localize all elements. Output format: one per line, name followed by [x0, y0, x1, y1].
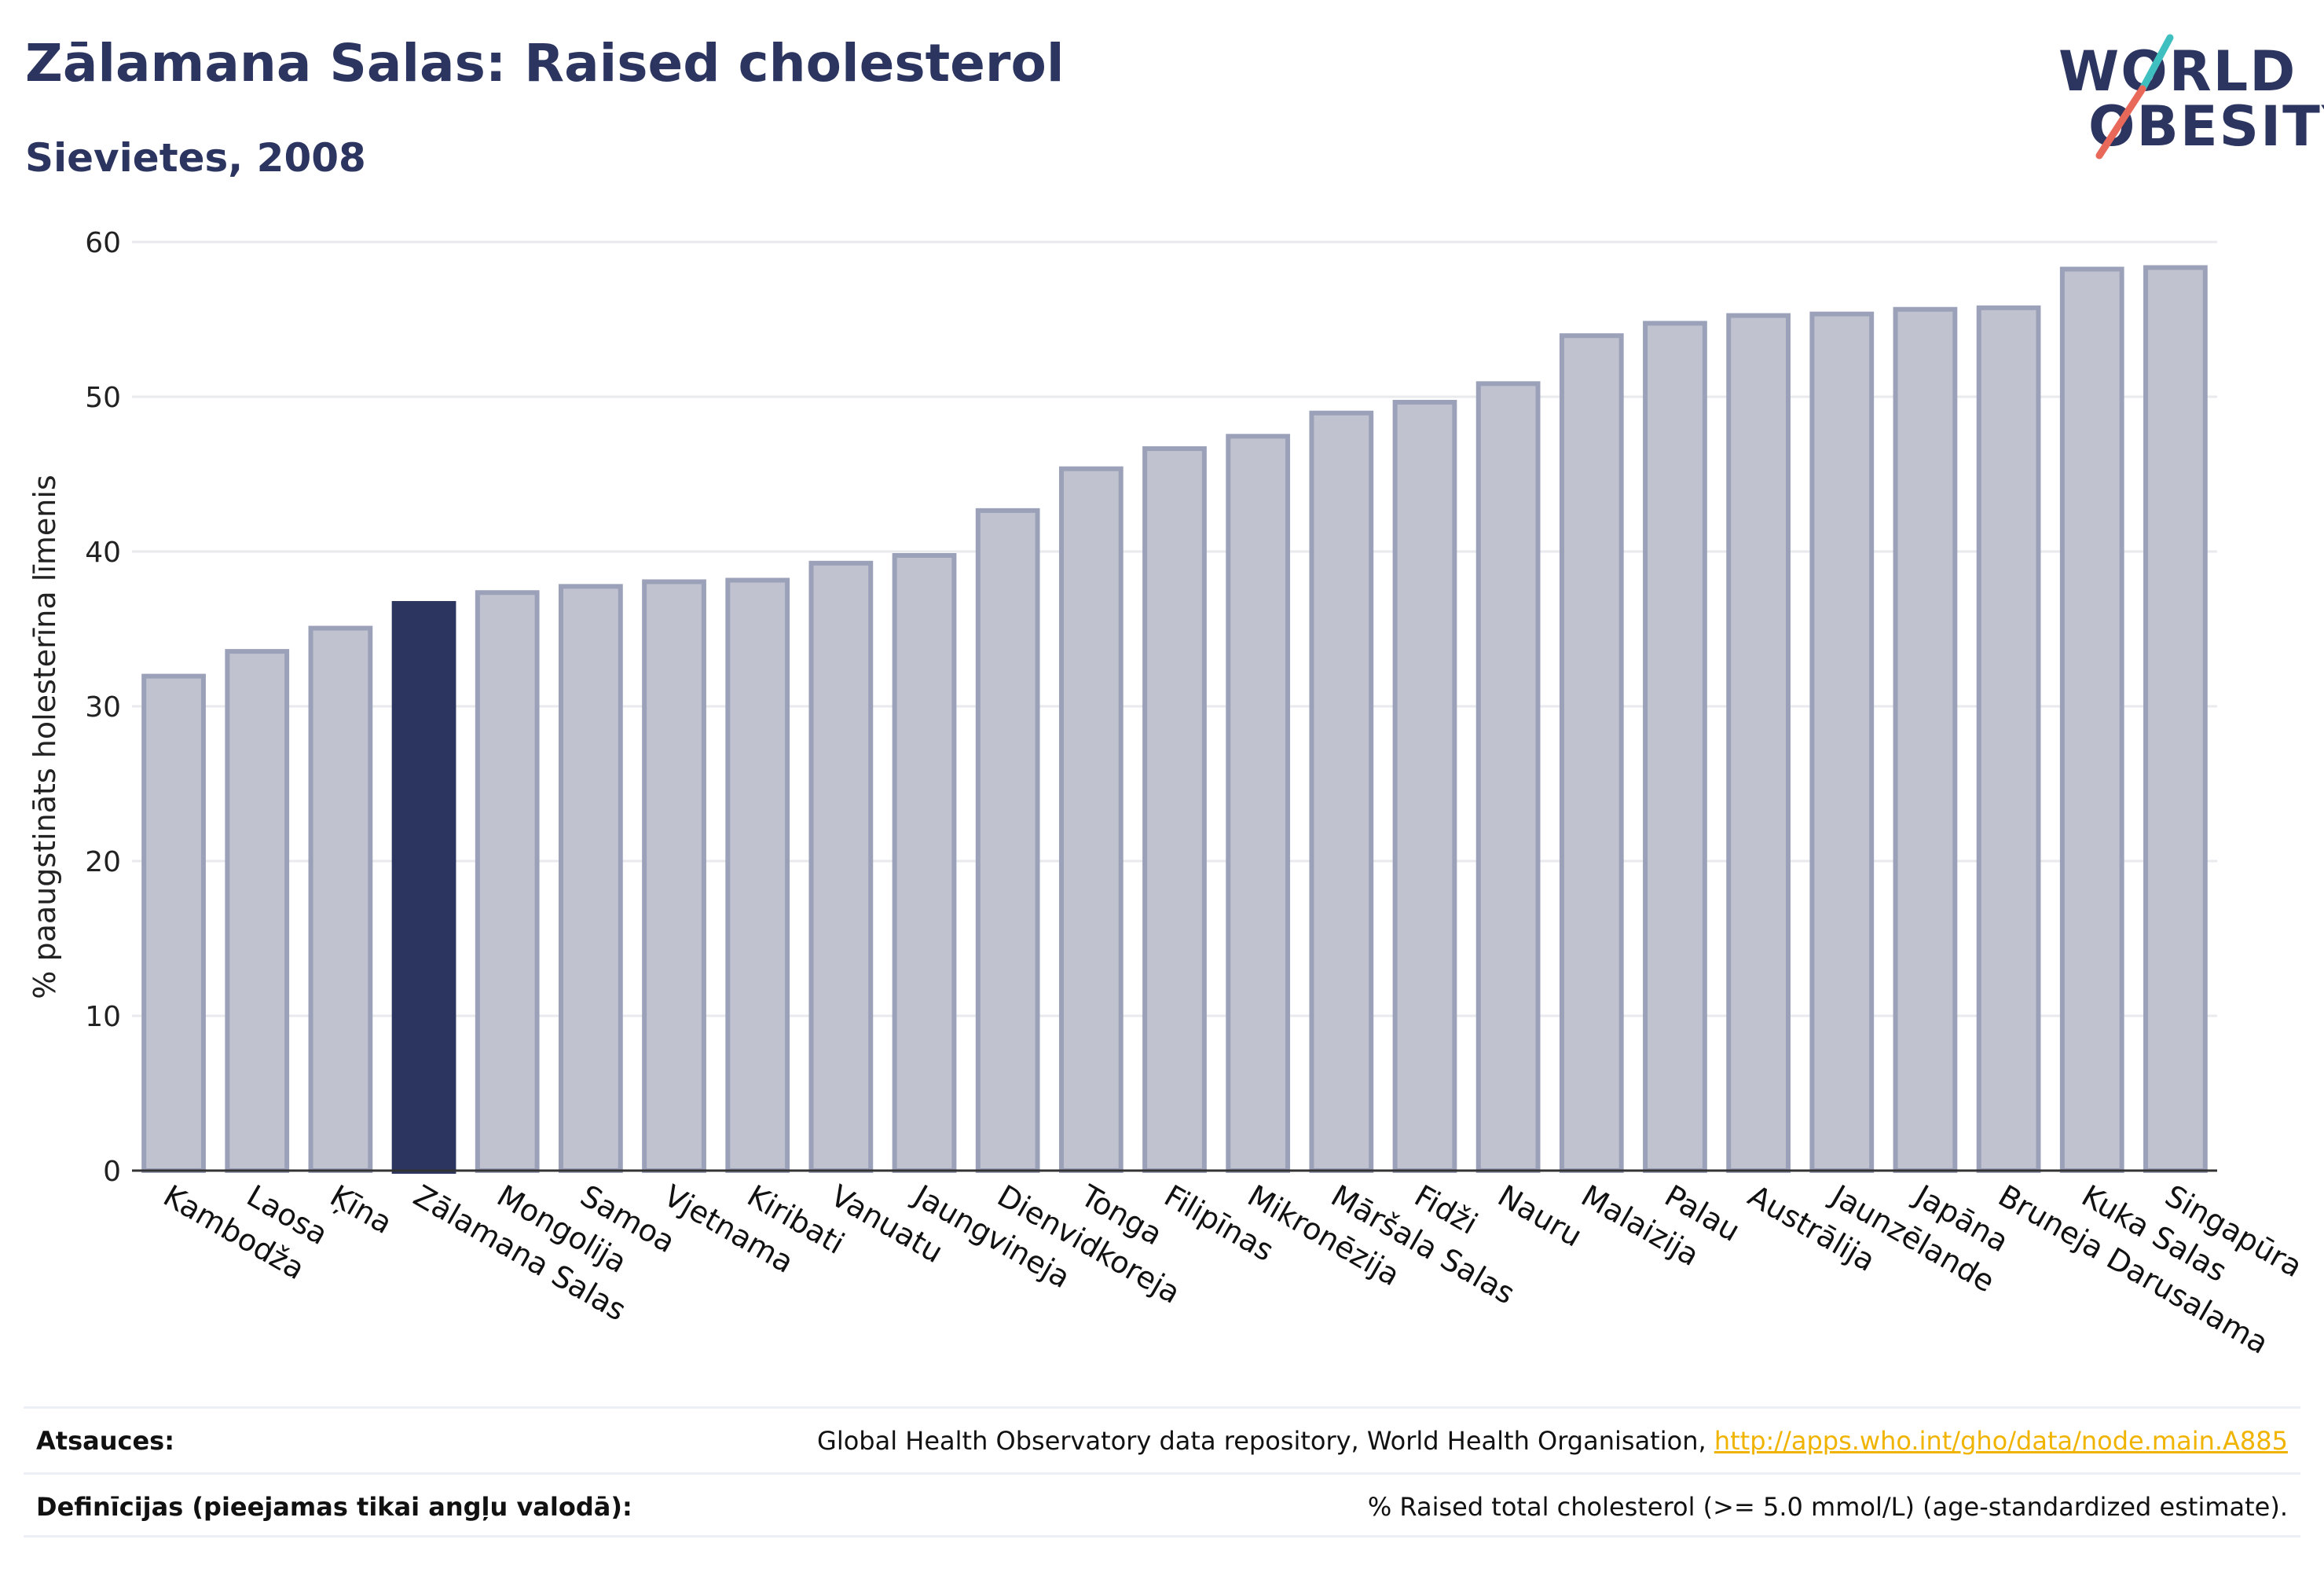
sources-row: Atsauces: Global Health Observatory data…	[24, 1406, 2300, 1472]
bar-3[interactable]	[391, 601, 456, 1174]
bar-11[interactable]	[1058, 466, 1124, 1173]
bar-0[interactable]	[141, 673, 206, 1173]
chart-subtitle: Sievietes, 2008	[25, 135, 366, 181]
definitions-text: % Raised total cholesterol (>= 5.0 mmol/…	[1367, 1492, 2288, 1522]
definitions-label: Definīcijas (pieejamas tikai angļu valod…	[36, 1492, 632, 1522]
bar-20[interactable]	[1809, 311, 1875, 1173]
y-tick-label-2: 20	[85, 846, 121, 878]
bar-23[interactable]	[2059, 266, 2124, 1173]
x-tick-label-16: Nauru	[1492, 1178, 1588, 1254]
definitions-row: Definīcijas (pieejamas tikai angļu valod…	[24, 1472, 2300, 1538]
bars	[141, 265, 2208, 1174]
bar-13[interactable]	[1226, 434, 1291, 1173]
y-tick-label-3: 30	[85, 691, 121, 724]
chart-title: Zālamana Salas: Raised cholesterol	[25, 33, 1065, 93]
footer-divider	[24, 1535, 2300, 1538]
bar-6[interactable]	[642, 579, 706, 1173]
bar-1[interactable]	[225, 649, 290, 1173]
bar-8[interactable]	[808, 560, 874, 1173]
bar-9[interactable]	[892, 552, 957, 1173]
y-tick-label-6: 60	[85, 227, 121, 259]
bar-7[interactable]	[725, 577, 790, 1173]
y-axis-label: % paaugstināts holesterīna līmenis	[27, 475, 62, 999]
bar-4[interactable]	[475, 590, 540, 1173]
y-tick-label-4: 40	[85, 537, 121, 569]
bar-24[interactable]	[2143, 265, 2208, 1173]
logo-slash-icon	[2095, 34, 2174, 159]
y-tick-label-5: 50	[85, 382, 121, 414]
bar-16[interactable]	[1475, 381, 1541, 1173]
x-tick-label-2: Ķīna	[324, 1178, 398, 1241]
bar-14[interactable]	[1309, 410, 1374, 1173]
sources-link[interactable]: http://apps.who.int/gho/data/node.main.A…	[1714, 1426, 2288, 1456]
bar-10[interactable]	[975, 508, 1040, 1173]
sources-text: Global Health Observatory data repositor…	[817, 1426, 1714, 1456]
bar-12[interactable]	[1142, 446, 1207, 1173]
bar-15[interactable]	[1392, 399, 1457, 1173]
y-tick-label-1: 10	[85, 1001, 121, 1033]
world-obesity-logo[interactable]: WORLD OBESITY	[2052, 22, 2324, 163]
y-axis-ticks: 0 10 20 30 40 50 60	[85, 227, 121, 1188]
sources-value: Global Health Observatory data repositor…	[817, 1426, 2288, 1456]
bar-18[interactable]	[1643, 321, 1707, 1174]
bar-19[interactable]	[1726, 313, 1791, 1173]
bar-17[interactable]	[1559, 333, 1624, 1174]
bar-2[interactable]	[308, 625, 373, 1173]
bar-22[interactable]	[1976, 305, 2041, 1173]
bar-5[interactable]	[559, 584, 623, 1173]
sources-label: Atsauces:	[36, 1426, 174, 1456]
logo-line-1: WORLD	[2058, 39, 2297, 104]
bar-21[interactable]	[1893, 306, 1958, 1173]
y-tick-label-0: 0	[103, 1156, 121, 1188]
